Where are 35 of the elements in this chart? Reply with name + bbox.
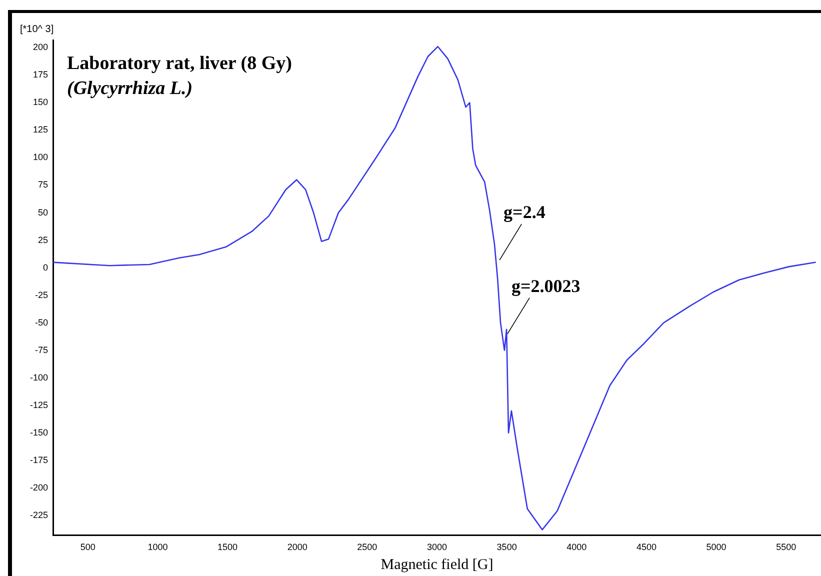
x-tick-label: 500 [80, 542, 96, 552]
y-tick-label: 0 [42, 262, 48, 272]
annotation: g=2.0023 [512, 276, 580, 296]
x-axis-title: Magnetic field [G] [380, 556, 494, 573]
annotation: g=2.4 [504, 202, 546, 222]
y-tick-label: -200 [30, 482, 48, 492]
y-tick-label: -100 [30, 372, 48, 382]
x-tick-label: 4500 [636, 542, 656, 552]
x-tick-label: 1000 [148, 542, 168, 552]
y-tick-label: -175 [30, 454, 48, 465]
y-tick-label: 200 [32, 42, 48, 52]
text: Laboratory rat, liver (8 Gy) [67, 53, 292, 74]
x-tick-label: 2000 [287, 542, 308, 552]
y-tick-label: 175 [32, 70, 48, 80]
y-tick-label: -75 [34, 344, 48, 355]
y-tick-label: -125 [30, 400, 48, 410]
y-tick-label: 100 [32, 152, 48, 162]
y-tick-label: 125 [32, 124, 48, 135]
x-tick-label: 1500 [218, 542, 238, 552]
text: (Glycyrrhiza L.) [67, 78, 193, 99]
y-tick-label: 150 [32, 97, 48, 108]
x-tick-label: 4000 [566, 542, 587, 552]
y-tick-label: -225 [30, 510, 48, 520]
x-tick-label: 5500 [776, 542, 796, 552]
y-tick-label: -150 [30, 427, 48, 438]
x-tick-label: 3500 [496, 542, 517, 552]
y-tick-label: -25 [34, 290, 48, 300]
y-axis-title: [*10^ 3] [20, 24, 54, 35]
x-tick-label: 2500 [357, 542, 378, 552]
x-tick-label: 3000 [426, 542, 448, 552]
y-tick-label: -50 [34, 317, 48, 328]
y-tick-label: 25 [38, 234, 48, 245]
y-tick-label: 50 [38, 207, 48, 218]
x-tick-label: 5000 [706, 542, 726, 552]
y-tick-label: 75 [38, 180, 48, 190]
